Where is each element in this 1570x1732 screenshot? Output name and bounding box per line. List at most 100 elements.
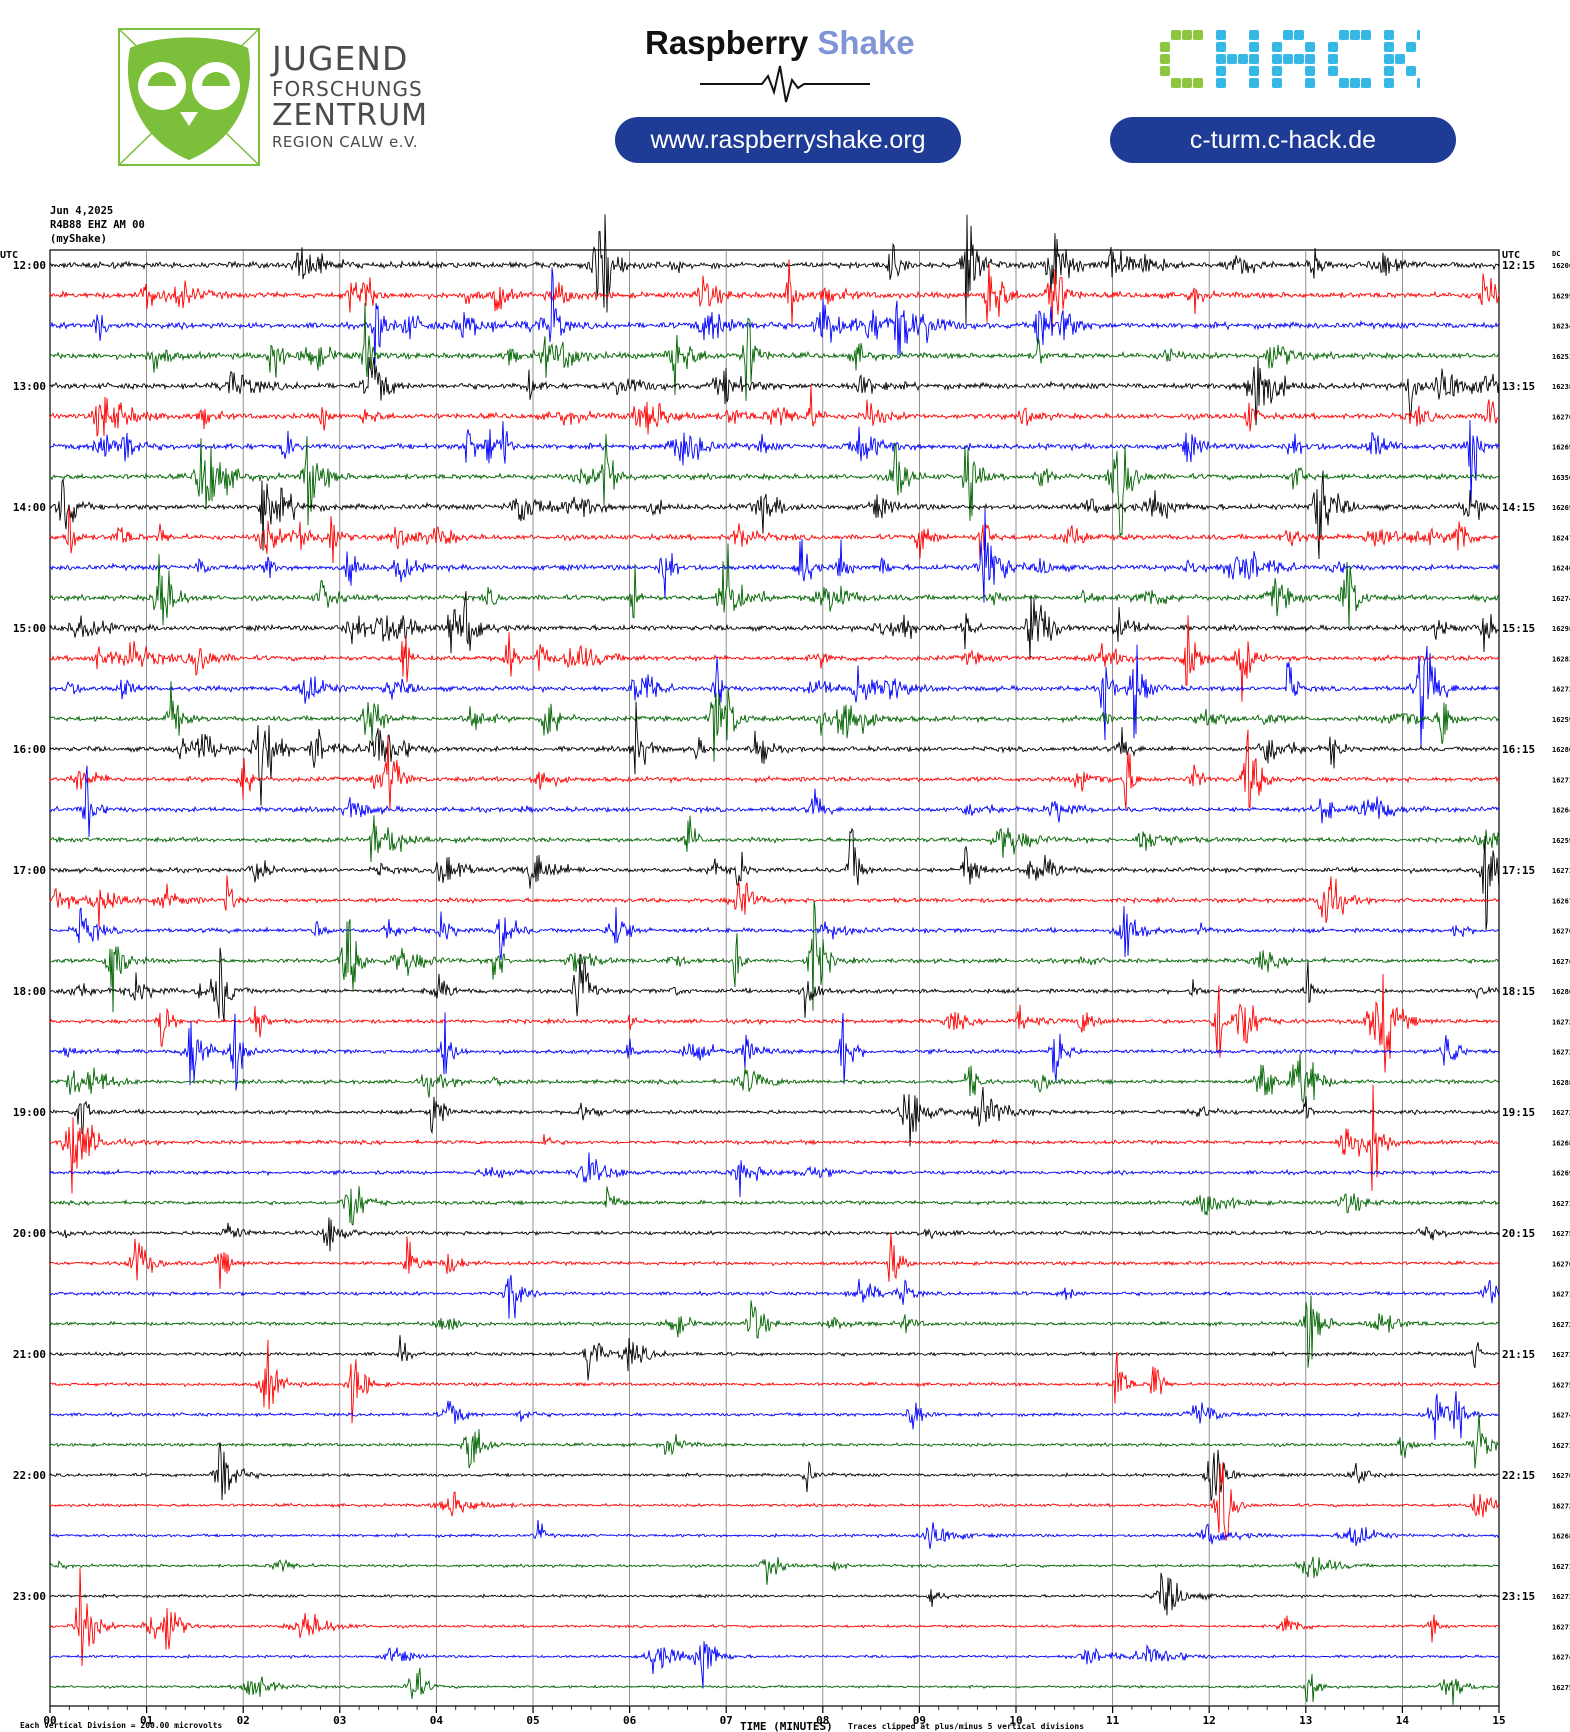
x-tick-label: 01	[140, 1714, 154, 1727]
chack-dot	[1361, 78, 1371, 88]
seismic-trace	[49, 1274, 1500, 1319]
jfz-wordmark: JUGEND FORSCHUNGS ZENTRUM REGION CALW e.…	[272, 42, 428, 150]
dc-offset-label: 16259	[1552, 837, 1570, 845]
seismic-trace	[49, 1556, 1500, 1585]
dc-offset-label: 16274	[1552, 1654, 1570, 1662]
hour-label-left: 21:00	[13, 1348, 46, 1361]
dc-offset-label: 16268	[1552, 1139, 1570, 1147]
seismic-trace	[49, 259, 1500, 333]
seismic-trace	[49, 1217, 1500, 1252]
hour-label-right: 22:15	[1502, 1469, 1535, 1482]
dc-offset-label: 16274	[1552, 595, 1570, 603]
chack-dot	[1339, 30, 1349, 40]
chack-dot	[1305, 78, 1315, 88]
x-tick-label: 09	[913, 1714, 926, 1727]
seismic-trace	[49, 615, 1500, 702]
chack-dot	[1160, 42, 1170, 52]
chack-dot	[1182, 30, 1192, 40]
seismic-trace	[49, 1295, 1500, 1368]
hour-label-right: 17:15	[1502, 864, 1535, 877]
hour-label-right: 18:15	[1502, 985, 1535, 998]
chack-dot	[1406, 66, 1416, 76]
dc-offset-label: 16270	[1552, 413, 1570, 421]
seismic-trace	[49, 1012, 1500, 1091]
dc-offset-label: 16283	[1552, 655, 1570, 663]
seismic-trace	[49, 508, 1500, 603]
seismic-trace	[49, 729, 1500, 810]
dc-offset-label: 16247	[1552, 534, 1570, 542]
chack-dot	[1305, 66, 1315, 76]
chack-dot	[1216, 30, 1226, 40]
seismic-trace	[49, 1412, 1499, 1469]
seismic-trace	[49, 1084, 1500, 1194]
chack-dot	[1384, 66, 1394, 76]
dc-offset-label: 16275	[1552, 1684, 1570, 1692]
chack-dot	[1249, 66, 1259, 76]
station-meta: Jun 4,2025 R4B88 EHZ AM 00 (myShake)	[50, 204, 145, 246]
chack-dot	[1160, 66, 1170, 76]
seismic-trace	[49, 644, 1500, 749]
dc-offset-label: 16264	[1552, 807, 1570, 815]
dc-offset-label: 16273	[1552, 686, 1570, 694]
chack-dot	[1216, 66, 1226, 76]
chack-dot	[1171, 78, 1181, 88]
dc-offset-label: 16276	[1552, 958, 1570, 966]
seismic-trace	[49, 1568, 1500, 1667]
chack-dot	[1350, 30, 1360, 40]
raspberryshake-url-link[interactable]: www.raspberryshake.org	[615, 117, 961, 163]
seismic-trace	[49, 701, 1500, 806]
dc-offset-label: 16234	[1552, 323, 1570, 331]
chack-dot	[1395, 54, 1405, 64]
chack-dot	[1216, 42, 1226, 52]
dc-header: DC	[1552, 250, 1560, 258]
seismic-trace	[49, 1186, 1500, 1226]
chack-dot	[1272, 66, 1282, 76]
seismic-trace	[49, 356, 1500, 426]
chack-dot	[1305, 54, 1315, 64]
x-tick-label: 05	[526, 1714, 539, 1727]
chack-dot	[1384, 30, 1394, 40]
hour-label-right: 23:15	[1502, 1590, 1535, 1603]
hour-label-left: 14:00	[13, 501, 46, 514]
chack-dot	[1272, 54, 1282, 64]
dc-offset-label: 16270	[1552, 928, 1570, 936]
hour-label-right: 20:15	[1502, 1227, 1535, 1240]
seismic-trace	[49, 1087, 1500, 1147]
dc-offset-label: 16206	[1552, 262, 1570, 270]
dc-offset-label: 16269	[1552, 444, 1570, 452]
chack-url-link[interactable]: c-turm.c-hack.de	[1110, 117, 1456, 163]
dc-offset-label: 16295	[1552, 292, 1570, 300]
hour-label-right: 12:15	[1502, 259, 1535, 272]
seismic-trace	[49, 973, 1500, 1073]
x-tick-label: 08	[816, 1714, 829, 1727]
x-tick-label: 04	[430, 1714, 444, 1727]
seismic-trace	[49, 681, 1500, 762]
x-tick-label: 15	[1492, 1714, 1505, 1727]
dc-offset-label: 16274	[1552, 1412, 1570, 1420]
x-tick-label: 07	[720, 1714, 733, 1727]
hour-label-right: 16:15	[1502, 743, 1535, 756]
chack-dot	[1227, 54, 1237, 64]
hour-label-left: 20:00	[13, 1227, 46, 1240]
meta-network: (myShake)	[50, 233, 107, 245]
chack-dot	[1328, 54, 1338, 64]
chack-dot	[1216, 78, 1226, 88]
seismic-trace	[49, 433, 1500, 537]
plot-frame	[49, 249, 1500, 1707]
chack-dot	[1272, 78, 1282, 88]
chack-dot	[1249, 30, 1259, 40]
jfz-owl-logo	[118, 28, 260, 166]
chack-dot	[1350, 78, 1360, 88]
dc-offset-label: 16275	[1552, 1381, 1570, 1389]
chack-dot	[1160, 54, 1170, 64]
seismic-trace	[49, 1335, 1500, 1381]
dc-offset-label: 16275	[1552, 1230, 1570, 1238]
seismic-trace	[49, 1667, 1500, 1705]
chack-dot	[1328, 42, 1338, 52]
dc-offset-label: 16269	[1552, 504, 1570, 512]
